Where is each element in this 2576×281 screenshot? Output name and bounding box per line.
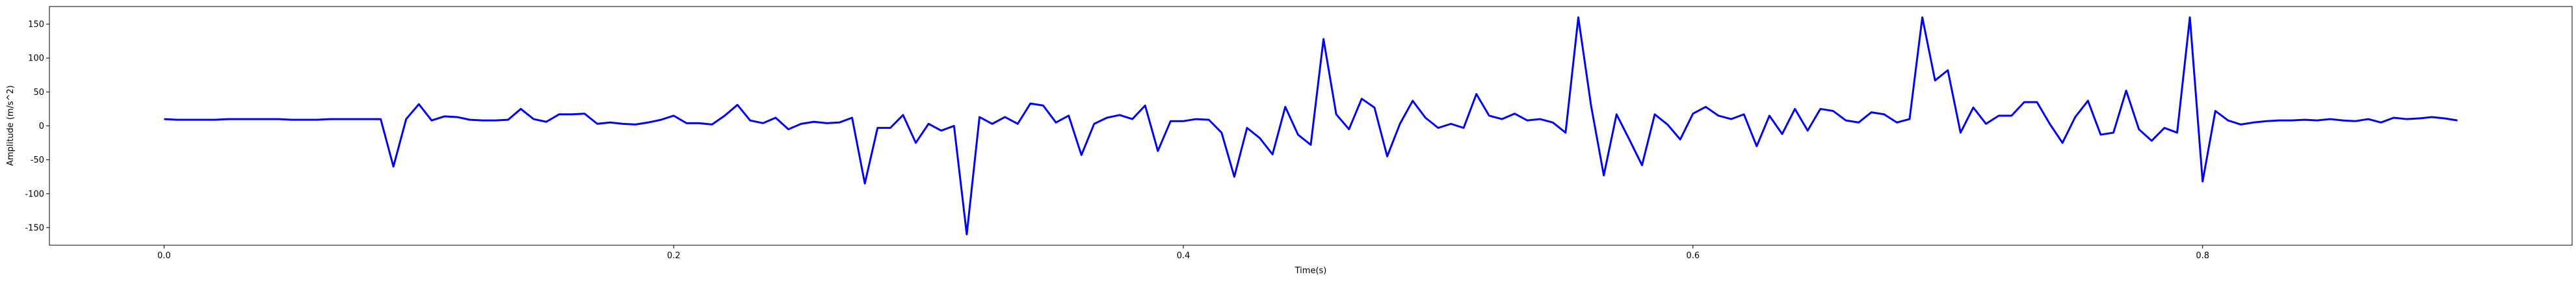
y-tick-label: 100	[28, 54, 44, 64]
y-tick-label: 0	[39, 122, 44, 131]
x-tick-label: 0.2	[667, 251, 681, 261]
y-tick-label: -50	[31, 155, 44, 165]
y-axis-label: Amplitude (m/s^2)	[6, 85, 16, 166]
y-tick-label: 50	[33, 88, 44, 98]
plot-frame	[49, 6, 2573, 246]
x-tick-label: 0.8	[2196, 251, 2209, 261]
y-tick-label: 150	[28, 20, 44, 30]
y-tick-label: -100	[25, 189, 44, 199]
data-line	[164, 16, 2458, 235]
x-axis-label: Time(s)	[1295, 266, 1327, 276]
x-tick-label: 0.6	[1687, 251, 1700, 261]
y-tick-label: -150	[25, 223, 44, 233]
x-tick-label: 0.0	[157, 251, 171, 261]
x-tick-label: 0.4	[1177, 251, 1190, 261]
